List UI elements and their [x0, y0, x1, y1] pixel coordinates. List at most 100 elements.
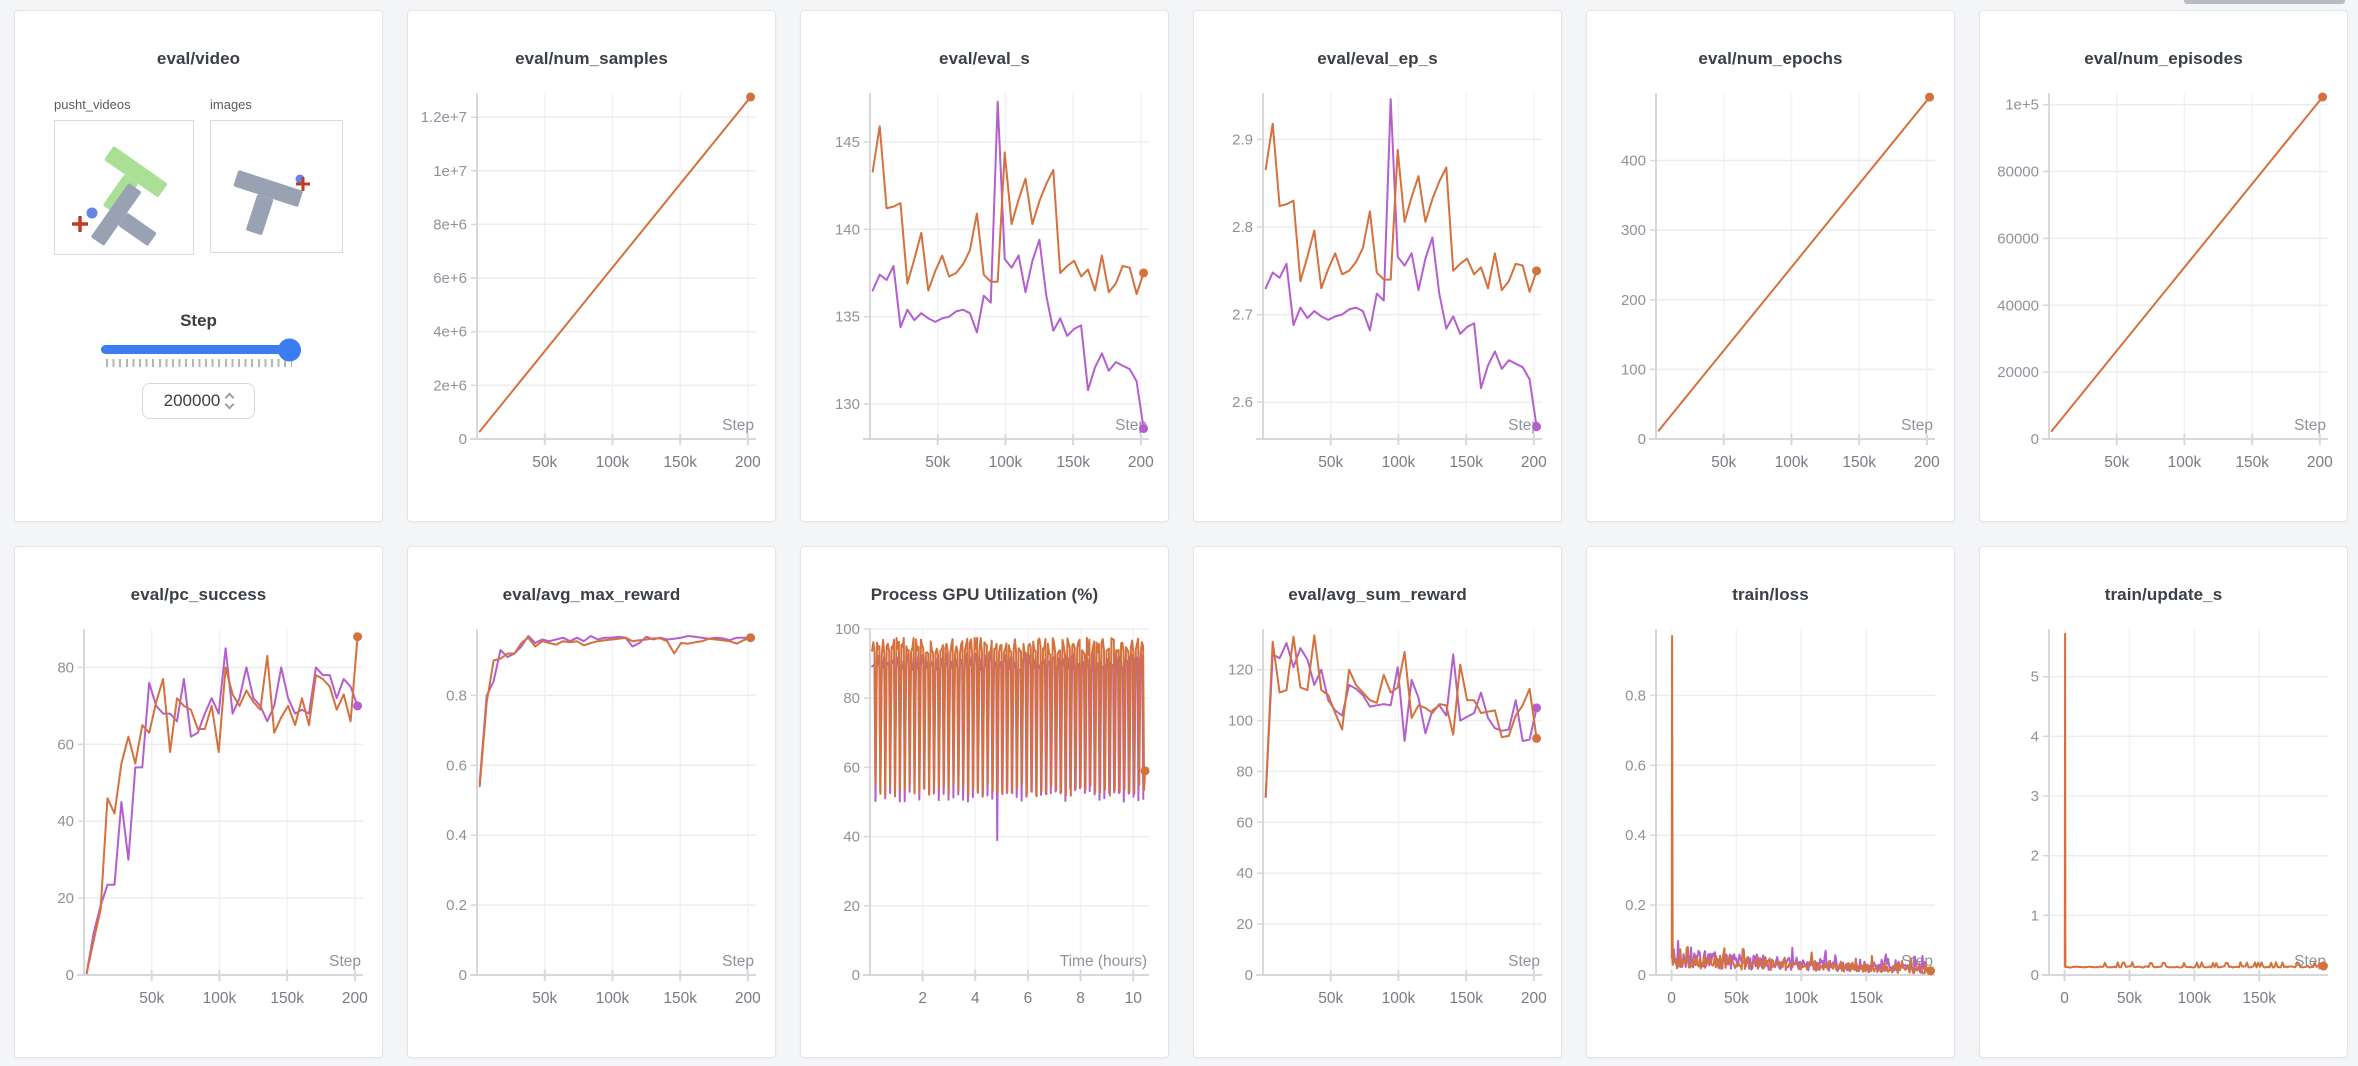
svg-text:0.4: 0.4: [446, 827, 467, 844]
chart-eval-num-episodes[interactable]: 0 20000 40000 60000 80000 1e+5 50k 100k 150k 200 S…: [1991, 77, 2336, 501]
step-slider-ticks: [105, 359, 292, 367]
chart-gpu-utilization[interactable]: 0 20 40 60 80 100 2 4 6 8 10 Time (hours): [812, 613, 1157, 1037]
svg-text:1e+7: 1e+7: [433, 163, 467, 180]
svg-text:40: 40: [843, 829, 860, 846]
panel-gpu-utilization: Process GPU Utilization (%) 0 20 40 60 80 100…: [800, 546, 1169, 1058]
svg-text:Step: Step: [2294, 417, 2326, 434]
step-slider: [100, 338, 301, 367]
svg-text:100k: 100k: [1785, 990, 1819, 1007]
chart-eval-eval-ep-s[interactable]: 2.6 2.7 2.8 2.9 50k 100k 150k 200 Step: [1205, 77, 1550, 501]
svg-text:2: 2: [918, 990, 927, 1007]
svg-text:100k: 100k: [596, 454, 630, 471]
svg-text:6: 6: [1024, 990, 1033, 1007]
svg-text:60: 60: [57, 736, 74, 753]
svg-text:8e+6: 8e+6: [433, 216, 467, 233]
svg-text:2.7: 2.7: [1232, 307, 1253, 324]
svg-text:0: 0: [459, 431, 467, 448]
image-thumbnail[interactable]: [210, 120, 343, 253]
chart-eval-avg-sum-reward[interactable]: 0 20 40 60 80 100 120 50k 100k 150k 200 Step: [1205, 613, 1550, 1037]
svg-text:20: 20: [1236, 916, 1253, 933]
svg-text:40: 40: [1236, 865, 1253, 882]
svg-text:100k: 100k: [1775, 454, 1809, 471]
svg-text:80: 80: [843, 690, 860, 707]
stepper-spin-buttons[interactable]: [224, 392, 235, 410]
svg-text:50k: 50k: [925, 454, 950, 471]
svg-text:2.8: 2.8: [1232, 219, 1253, 236]
step-slider-track[interactable]: [100, 338, 301, 361]
panel-eval-num-samples: eval/num_samples 0 2e+6 4e+6 6e+6 8e+6 1e+7 1.…: [407, 10, 776, 522]
svg-text:100: 100: [835, 621, 860, 638]
svg-text:1: 1: [2031, 907, 2039, 924]
svg-text:150k: 150k: [663, 454, 697, 471]
svg-text:0: 0: [1245, 967, 1253, 984]
step-number-input[interactable]: 200000: [142, 383, 255, 419]
svg-text:Step: Step: [1901, 417, 1933, 434]
svg-text:140: 140: [835, 221, 860, 238]
svg-text:100k: 100k: [989, 454, 1023, 471]
panel-title: eval/avg_max_reward: [502, 585, 681, 604]
svg-text:0: 0: [1667, 990, 1676, 1007]
panel-eval-eval-ep-s: eval/eval_ep_s 2.6 2.7 2.8 2.9 50k 100k 150k 20…: [1193, 10, 1562, 522]
svg-text:Step: Step: [329, 953, 361, 970]
gray-t-pusher: [91, 183, 157, 246]
svg-text:60: 60: [843, 759, 860, 776]
svg-text:0.8: 0.8: [1625, 687, 1646, 704]
media-key-label: pusht_videos: [54, 97, 131, 112]
svg-text:0: 0: [66, 967, 74, 984]
svg-text:150k: 150k: [1849, 990, 1883, 1007]
chart-eval-num-epochs[interactable]: 0 100 200 300 400 50k 100k 150k 200 Step: [1598, 77, 1943, 501]
svg-text:80000: 80000: [1997, 164, 2039, 181]
gray-t-block: [233, 170, 303, 235]
panel-eval-avg-sum-reward: eval/avg_sum_reward 0 20 40 60 80 100 120 50k 10…: [1193, 546, 1562, 1058]
panel-title: Process GPU Utilization (%): [870, 585, 1099, 604]
panel-title: eval/num_epochs: [1698, 49, 1843, 68]
svg-text:200: 200: [735, 454, 761, 471]
svg-text:100: 100: [1228, 713, 1253, 730]
svg-text:40000: 40000: [1997, 297, 2039, 314]
panel-title: train/update_s: [2104, 585, 2223, 604]
chevron-down-icon[interactable]: [224, 399, 235, 410]
panel-title: train/loss: [1732, 585, 1809, 604]
svg-text:100: 100: [1621, 361, 1646, 378]
svg-text:0.6: 0.6: [446, 757, 467, 774]
panel-title: eval/eval_s: [939, 49, 1030, 68]
scrollbar-fragment[interactable]: [2184, 0, 2345, 4]
chart-eval-avg-max-reward[interactable]: 0 0.2 0.4 0.6 0.8 50k 100k 150k 200 Step: [419, 613, 764, 1037]
svg-text:50k: 50k: [1711, 454, 1736, 471]
svg-text:150k: 150k: [1449, 454, 1483, 471]
svg-text:200: 200: [1521, 454, 1547, 471]
svg-text:6e+6: 6e+6: [433, 270, 467, 287]
svg-text:200: 200: [1128, 454, 1154, 471]
svg-text:2.9: 2.9: [1232, 131, 1253, 148]
svg-text:0.2: 0.2: [446, 897, 467, 914]
panel-title: eval/num_episodes: [2084, 49, 2243, 68]
chart-eval-eval-s[interactable]: 130 135 140 145 50k 100k 150k 200 Step: [812, 77, 1157, 501]
svg-text:50k: 50k: [532, 454, 557, 471]
svg-text:0: 0: [1638, 967, 1646, 984]
panel-title: eval/pc_success: [130, 585, 267, 604]
chart-eval-pc-success[interactable]: 0 20 40 60 80 50k 100k 150k 200 Step: [26, 613, 371, 1037]
svg-text:0.2: 0.2: [1625, 897, 1646, 914]
svg-text:100k: 100k: [1382, 454, 1416, 471]
svg-text:20000: 20000: [1997, 364, 2039, 381]
svg-text:150k: 150k: [270, 990, 304, 1007]
svg-text:200: 200: [735, 990, 761, 1007]
svg-text:100k: 100k: [1382, 990, 1416, 1007]
svg-text:150k: 150k: [663, 990, 697, 1007]
chart-eval-num-samples[interactable]: 0 2e+6 4e+6 6e+6 8e+6 1e+7 1.2e+7 50k 100k 150k 20…: [419, 77, 764, 501]
svg-text:200: 200: [342, 990, 368, 1007]
step-slider-thumb[interactable]: [277, 338, 301, 361]
svg-text:300: 300: [1621, 222, 1646, 239]
svg-text:100k: 100k: [2178, 990, 2212, 1007]
svg-text:150k: 150k: [1056, 454, 1090, 471]
svg-text:120: 120: [1228, 662, 1253, 679]
svg-text:80: 80: [1236, 763, 1253, 780]
svg-text:150k: 150k: [2242, 990, 2276, 1007]
svg-text:2e+6: 2e+6: [433, 377, 467, 394]
video-thumbnail-pusht[interactable]: [54, 120, 194, 255]
svg-text:4: 4: [2031, 728, 2039, 745]
svg-text:200: 200: [2307, 454, 2333, 471]
step-value[interactable]: 200000: [163, 391, 221, 410]
